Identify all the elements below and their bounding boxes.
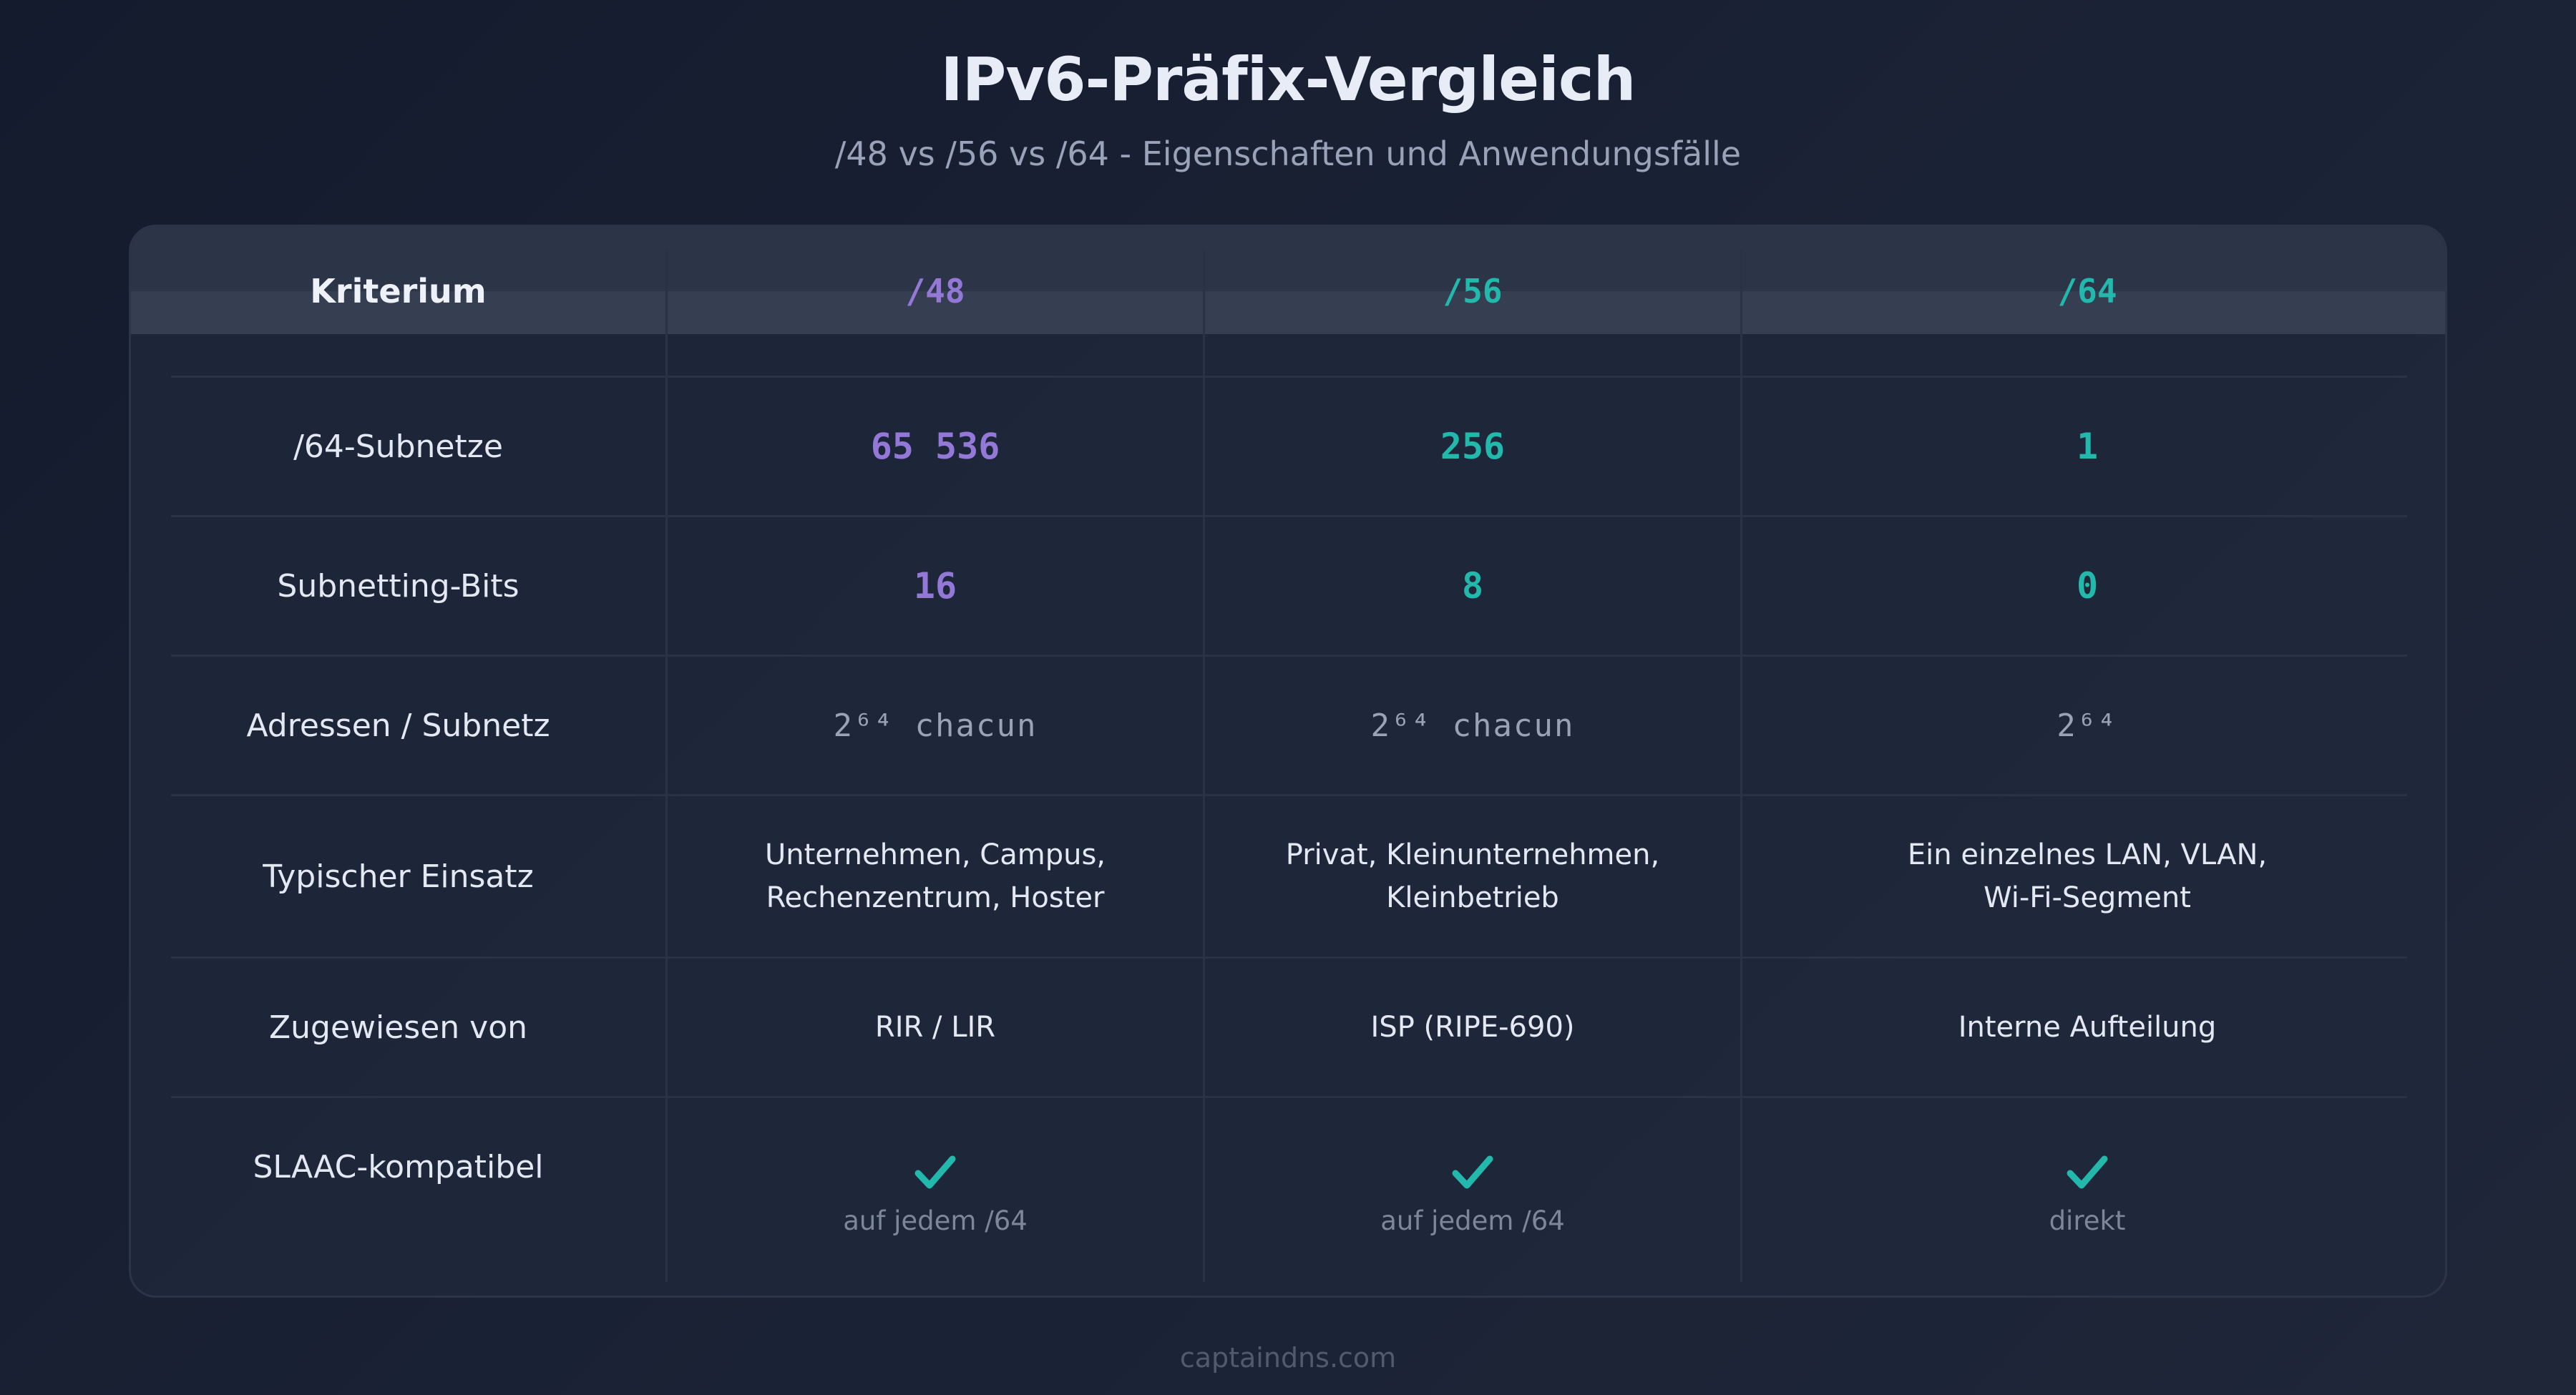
subnets-64-value: 1 — [2076, 426, 2099, 467]
addresses-64-value: 2⁶⁴ — [2057, 707, 2118, 744]
bits-48-value: 16 — [913, 565, 957, 607]
column-divider — [665, 248, 668, 1282]
row-criterion-bits: Subnetting-Bits — [277, 567, 519, 604]
subnets-48-value: 65 536 — [870, 426, 1000, 467]
row-criterion-slaac: SLAAC-kompatibel — [253, 1148, 544, 1185]
row-criterion-subnets: /64-Subnetze — [293, 428, 503, 465]
row-divider — [171, 655, 2407, 657]
check-icon — [2067, 1155, 2108, 1188]
usage-56-value: Privat, Kleinunternehmen, Kleinbetrieb — [1205, 796, 1740, 956]
header-criterion: Kriterium — [310, 272, 487, 310]
usage-64-line-2: Wi-Fi-Segment — [1984, 881, 2191, 914]
row-divider — [171, 376, 2407, 378]
usage-56-line-2: Kleinbetrieb — [1386, 881, 1559, 914]
header-prefix-64: /64 — [2057, 272, 2117, 310]
column-divider — [1740, 248, 1742, 1282]
subnets-56-value: 256 — [1440, 426, 1506, 467]
page-title: IPv6-Präfix-Vergleich — [940, 44, 1636, 114]
row-divider — [171, 515, 2407, 517]
slaac-56-note: auf jedem /64 — [1380, 1205, 1565, 1236]
addresses-48-value: 2⁶⁴ chacun — [833, 707, 1038, 744]
slaac-48-note: auf jedem /64 — [843, 1205, 1028, 1236]
table-header-strip — [131, 291, 2445, 334]
column-divider — [1203, 248, 1205, 1282]
page-subtitle: /48 vs /56 vs /64 - Eigenschaften und An… — [834, 134, 1742, 173]
assigned-64-value: Interne Aufteilung — [1958, 1011, 2217, 1044]
row-criterion-usage: Typischer Einsatz — [263, 858, 534, 895]
row-criterion-addresses: Adressen / Subnetz — [246, 707, 550, 744]
bits-64-value: 0 — [2076, 565, 2099, 607]
header-prefix-56: /56 — [1443, 272, 1503, 310]
addresses-56-value: 2⁶⁴ chacun — [1370, 707, 1575, 744]
slaac-48-value: auf jedem /64 — [668, 1098, 1203, 1291]
usage-48-value: Unternehmen, Campus, Rechenzentrum, Host… — [668, 796, 1203, 956]
assigned-48-value: RIR / LIR — [874, 1011, 996, 1044]
usage-48-line-2: Rechenzentrum, Hoster — [766, 881, 1105, 914]
check-icon — [914, 1155, 956, 1188]
check-icon — [1452, 1155, 1493, 1188]
slaac-64-value: direkt — [1742, 1098, 2432, 1291]
comparison-table: Kriterium /48 /56 /64 /64-Subnetze 65 53… — [129, 225, 2447, 1298]
usage-48-line-1: Unternehmen, Campus, — [764, 838, 1106, 871]
footer-source: captaindns.com — [1179, 1342, 1397, 1374]
row-divider — [171, 1096, 2407, 1098]
header-prefix-48: /48 — [905, 272, 965, 310]
usage-64-value: Ein einzelnes LAN, VLAN, Wi-Fi-Segment — [1742, 796, 2432, 956]
usage-64-line-1: Ein einzelnes LAN, VLAN, — [1907, 838, 2268, 871]
assigned-56-value: ISP (RIPE-690) — [1370, 1011, 1575, 1044]
row-divider — [171, 794, 2407, 796]
usage-56-line-1: Privat, Kleinunternehmen, — [1285, 838, 1660, 871]
row-criterion-assigned: Zugewiesen von — [268, 1009, 528, 1046]
bits-56-value: 8 — [1461, 565, 1484, 607]
row-divider — [171, 956, 2407, 959]
slaac-64-note: direkt — [2049, 1205, 2126, 1236]
slaac-56-value: auf jedem /64 — [1205, 1098, 1740, 1291]
